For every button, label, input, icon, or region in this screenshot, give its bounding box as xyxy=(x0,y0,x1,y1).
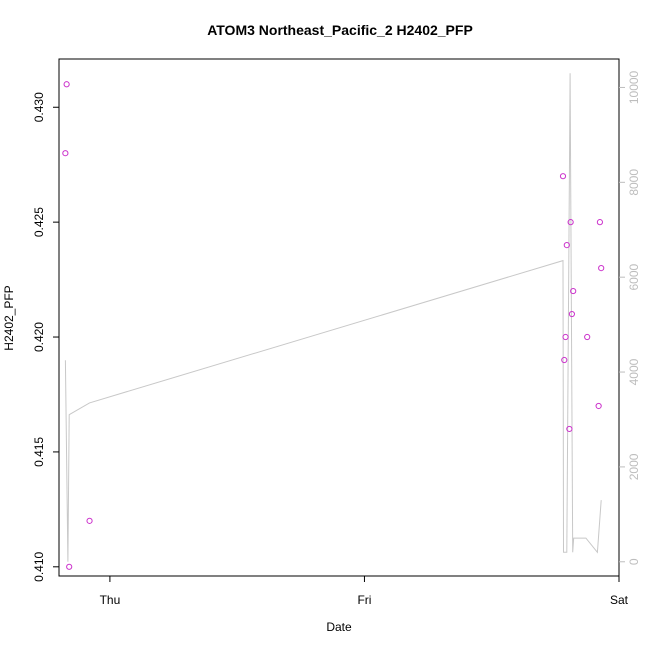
data-point xyxy=(562,333,569,341)
y-tick-label: 0.410 xyxy=(32,551,46,581)
x-tick-label: Thu xyxy=(100,593,121,607)
y2-tick-label: 6000 xyxy=(627,264,641,291)
x-axis: Thu Fri Sat xyxy=(100,576,629,607)
y-axis-label: H2402_PFP xyxy=(2,285,16,350)
x-axis-label: Date xyxy=(326,620,352,634)
y2-tick-label: 0 xyxy=(627,558,641,565)
scatter-series xyxy=(62,81,605,570)
y-tick-label: 0.430 xyxy=(32,92,46,122)
y-axis-left: 0.410 0.415 0.420 0.425 0.430 xyxy=(32,92,59,582)
data-point xyxy=(568,310,576,318)
chart-title: ATOM3 Northeast_Pacific_2 H2402_PFP xyxy=(207,22,473,38)
data-point xyxy=(63,81,70,88)
line-series xyxy=(64,73,602,562)
data-point xyxy=(570,287,577,295)
data-point xyxy=(595,402,602,410)
plot-frame xyxy=(58,58,620,577)
data-point xyxy=(66,563,73,570)
y-tick-label: 0.425 xyxy=(32,207,46,237)
x-tick-label: Fri xyxy=(357,593,371,607)
y2-tick-label: 2000 xyxy=(627,453,641,480)
line-series-path xyxy=(64,73,602,562)
data-point xyxy=(62,150,69,157)
y2-tick-label: 4000 xyxy=(627,358,641,385)
data-point xyxy=(584,333,591,341)
data-point xyxy=(596,219,604,226)
x-tick-label: Sat xyxy=(610,593,629,607)
y-tick-label: 0.415 xyxy=(32,437,46,467)
y2-tick-label: 8000 xyxy=(627,169,641,196)
y-tick-label: 0.420 xyxy=(32,322,46,352)
data-point xyxy=(566,425,573,433)
y2-tick-label: 10000 xyxy=(627,70,641,104)
data-point xyxy=(567,219,574,226)
y-axis-right: 0 2000 4000 6000 8000 10000 xyxy=(619,70,641,565)
data-point xyxy=(559,173,567,180)
data-point xyxy=(563,242,570,249)
data-point xyxy=(598,264,605,272)
data-point xyxy=(86,517,93,524)
data-point xyxy=(561,356,568,364)
